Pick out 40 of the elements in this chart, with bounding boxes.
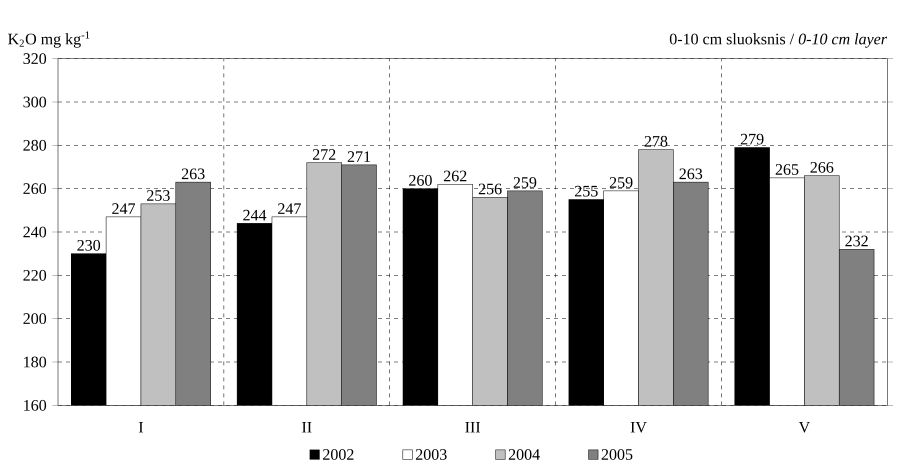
data-label: 247 (112, 203, 136, 214)
x-tick-label: I (138, 422, 144, 432)
data-label: 232 (845, 236, 868, 246)
legend-label: 2004 (508, 449, 540, 460)
data-label: 263 (182, 168, 205, 180)
y-tick-label: 240 (23, 226, 46, 238)
x-tick-label: III (465, 422, 480, 432)
data-label: 259 (514, 177, 536, 188)
data-label: 266 (810, 162, 834, 173)
y-axis-title: K$_{2}$O mg kg$^{-1}$ (8, 31, 90, 48)
data-label: 278 (644, 136, 668, 147)
x-tick-label: II (302, 422, 312, 432)
y-tick-label: 160 (24, 400, 46, 411)
data-label: 263 (679, 168, 702, 180)
y-tick-label: 180 (24, 356, 46, 368)
data-label: 253 (147, 190, 170, 201)
y-tick-label: 200 (23, 313, 46, 324)
data-label: 272 (312, 149, 336, 160)
y-tick-label: 320 (23, 53, 46, 64)
chart-title: 0-10 cm sluoksnis / 0-10 cm layer (670, 33, 888, 48)
data-label: 244 (243, 210, 266, 220)
data-label: 271 (348, 151, 370, 162)
data-label: 265 (776, 164, 798, 175)
x-tick-label: V (798, 422, 810, 433)
data-label: 230 (77, 240, 100, 251)
x-tick-label: IV (630, 422, 647, 433)
y-tick-label: 220 (23, 270, 46, 281)
data-label: 260 (409, 174, 432, 186)
data-label: 256 (478, 184, 502, 194)
data-label: 247 (278, 203, 301, 214)
y-tick-label: 300 (23, 96, 46, 108)
legend-label: 2005 (602, 449, 632, 460)
y-tick-label: 260 (23, 183, 46, 194)
legend-label: 2003 (416, 449, 447, 460)
legend-label: 2002 (323, 449, 354, 460)
data-label: 279 (740, 134, 764, 145)
data-label: 262 (444, 170, 466, 182)
data-label: 255 (574, 186, 598, 197)
y-tick-label: 280 (23, 140, 46, 151)
data-label: 259 (610, 177, 632, 188)
